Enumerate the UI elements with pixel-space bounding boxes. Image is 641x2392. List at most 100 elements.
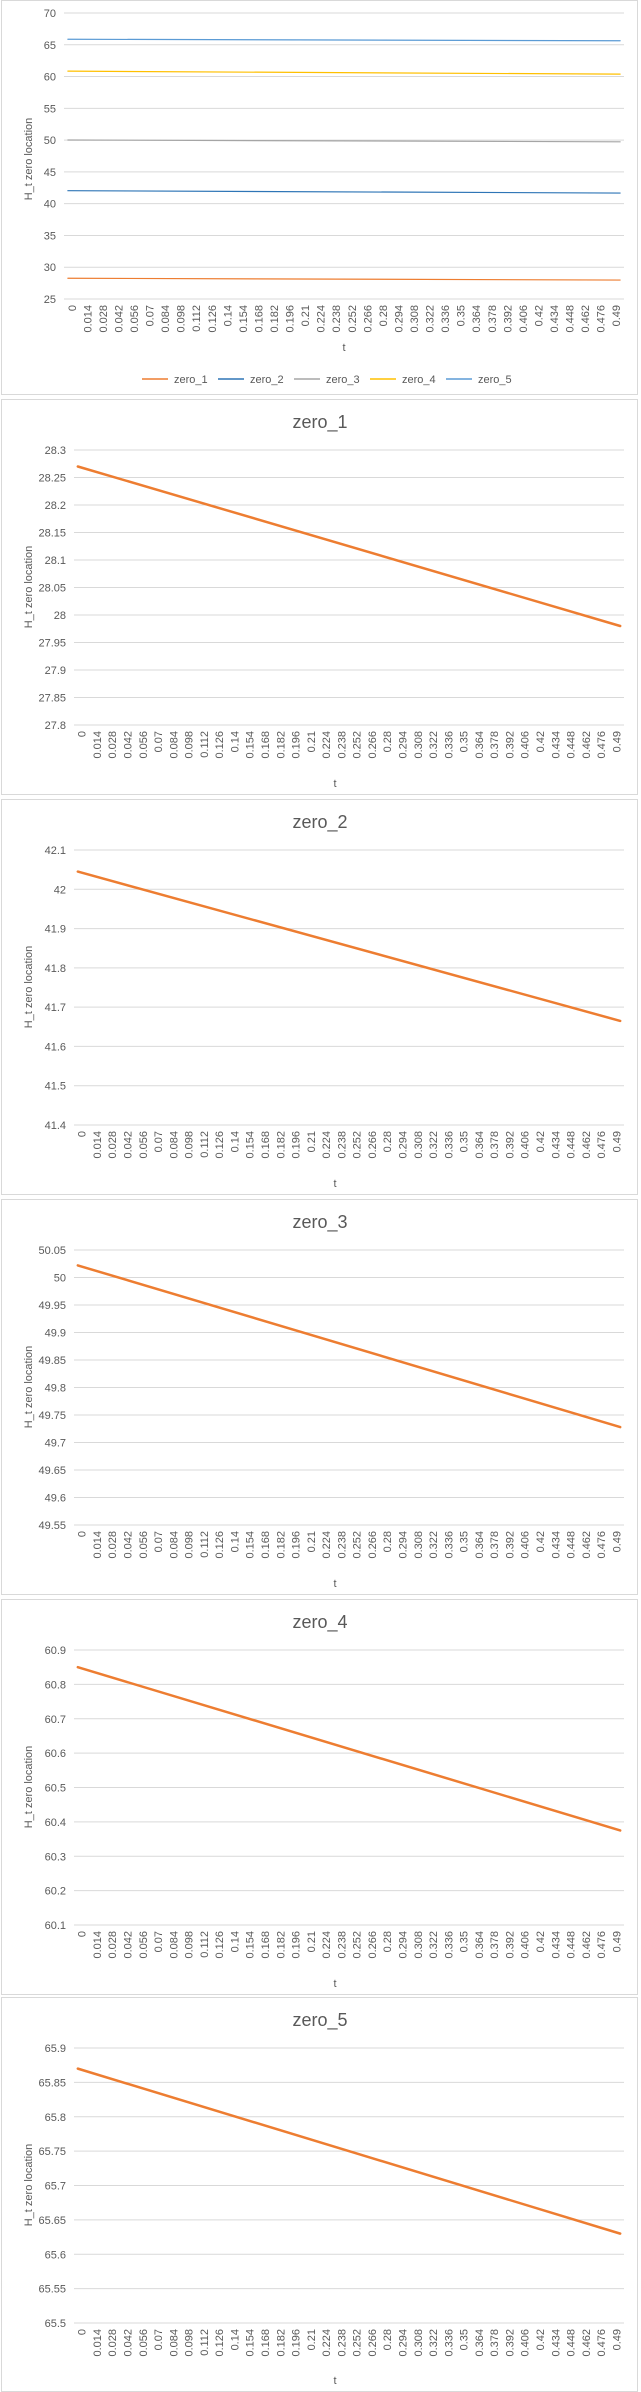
x-tick-label: 0.196 <box>291 1931 303 1959</box>
x-tick-label: 0.056 <box>138 2329 150 2357</box>
x-tick-label: 0.112 <box>199 1131 211 1158</box>
x-tick-label: 0.042 <box>122 2329 134 2357</box>
x-tick-label: 0.168 <box>253 305 265 333</box>
x-tick-label: 0.224 <box>321 1131 333 1159</box>
x-tick-label: 0.378 <box>489 731 501 759</box>
y-tick-label: 50 <box>44 135 56 147</box>
y-tick-label: 28.05 <box>38 583 66 595</box>
y-tick-label: 65.65 <box>38 2215 66 2227</box>
x-tick-label: 0.336 <box>443 731 455 759</box>
x-axis-title: t <box>342 342 345 354</box>
y-tick-label: 60.3 <box>45 1851 66 1863</box>
x-tick-label: 0.126 <box>214 1131 226 1159</box>
x-tick-label: 0.336 <box>443 1931 455 1959</box>
x-tick-label: 0.126 <box>214 1931 226 1959</box>
y-tick-label: 27.8 <box>45 720 66 732</box>
x-tick-label: 0.224 <box>321 1931 333 1959</box>
x-tick-label: 0.42 <box>535 1531 547 1552</box>
x-tick-label: 0.252 <box>352 731 364 759</box>
x-tick-label: 0.378 <box>487 305 499 333</box>
x-tick-label: 0.448 <box>566 731 578 759</box>
x-tick-label: 0.252 <box>352 2329 364 2357</box>
x-tick-label: 0.042 <box>122 1531 134 1559</box>
x-tick-label: 0.224 <box>321 731 333 759</box>
x-tick-label: 0.168 <box>260 1531 272 1559</box>
x-tick-label: 0.21 <box>306 2329 318 2350</box>
x-tick-label: 0.196 <box>291 731 303 759</box>
chart-panel-zero-3: zero_3 H_t zero location t 49.55 49.6 49.6… <box>1 1199 638 1595</box>
y-tick-label: 60.5 <box>45 1783 66 1795</box>
x-tick-label: 0.238 <box>331 305 343 333</box>
chart-panel-overview: H_t zero location 25 30 35 40 45 50 55 60 65 70 0 0… <box>1 0 638 395</box>
y-axis-title: H_t zero location <box>23 2144 35 2227</box>
y-tick-label: 60 <box>44 72 56 84</box>
x-tick-label: 0.42 <box>535 2329 547 2350</box>
x-tick-label: 0.112 <box>199 1931 211 1958</box>
x-tick-label: 0.476 <box>596 731 608 759</box>
x-tick-label: 0.294 <box>397 1131 409 1159</box>
y-axis-title: H_t zero location <box>23 946 35 1029</box>
x-tick-label: 0.182 <box>269 305 281 333</box>
x-tick-label: 0.098 <box>184 2329 196 2357</box>
y-tick-label: 28.1 <box>45 555 66 567</box>
x-tick-label: 0.49 <box>611 1131 623 1152</box>
x-tick-label: 0.07 <box>153 1931 165 1952</box>
x-tick-label: 0.406 <box>518 305 530 333</box>
x-tick-label: 0.252 <box>347 305 359 333</box>
legend-label: zero_5 <box>478 374 512 386</box>
x-tick-label: 0.168 <box>260 731 272 759</box>
x-tick-label: 0.112 <box>199 1531 211 1558</box>
x-tick-label: 0.07 <box>153 731 165 752</box>
y-tick-label: 42.1 <box>45 845 66 857</box>
x-tick-label: 0.49 <box>611 305 623 326</box>
x-tick-label: 0 <box>77 731 89 737</box>
chart-title: zero_4 <box>292 1612 347 1633</box>
x-tick-label: 0.028 <box>107 1931 119 1959</box>
x-tick-label: 0.014 <box>92 731 104 759</box>
x-tick-label: 0.084 <box>160 305 172 333</box>
x-tick-label: 0.35 <box>459 731 471 752</box>
x-tick-label: 0.154 <box>245 1931 257 1959</box>
x-tick-label: 0.476 <box>596 2329 608 2357</box>
x-tick-label: 0.308 <box>413 731 425 759</box>
x-tick-label: 0.434 <box>550 1931 562 1959</box>
x-tick-label: 0.42 <box>535 731 547 752</box>
x-tick-label: 0.14 <box>222 305 234 326</box>
y-tick-label: 65.7 <box>45 2181 66 2193</box>
x-tick-label: 0.028 <box>107 1131 119 1159</box>
series-line-zero_3 <box>76 1264 622 1429</box>
y-tick-label: 49.9 <box>45 1328 66 1340</box>
chart-svg-zero-4: zero_4 H_t zero location t 60.1 60.2 60.3 6… <box>23 1612 624 1990</box>
y-tick-label: 27.85 <box>38 693 66 705</box>
x-tick-label: 0.266 <box>367 731 379 759</box>
x-tick-label: 0.322 <box>428 1131 440 1159</box>
x-tick-label: 0.322 <box>428 1931 440 1959</box>
y-tick-label: 35 <box>44 230 56 242</box>
legend-label: zero_2 <box>250 374 284 386</box>
y-tick-label: 27.9 <box>45 665 66 677</box>
x-tick-label: 0.42 <box>535 1131 547 1152</box>
x-tick-label: 0.098 <box>184 731 196 759</box>
y-tick-label: 60.8 <box>45 1679 66 1691</box>
x-tick-label: 0.476 <box>596 1531 608 1559</box>
x-tick-label: 0.308 <box>413 2329 425 2357</box>
x-tick-label: 0.364 <box>474 1931 486 1959</box>
chart-panel-zero-5: zero_5 H_t zero location t 65.5 65.55 65.6… <box>1 1997 638 2392</box>
x-tick-label: 0.028 <box>107 1531 119 1559</box>
x-tick-label: 0.476 <box>596 1131 608 1159</box>
x-tick-label: 0.07 <box>153 2329 165 2350</box>
x-tick-label: 0.14 <box>229 731 241 752</box>
y-tick-label: 60.1 <box>45 1920 66 1932</box>
series-line-zero_3 <box>67 139 621 143</box>
x-tick-label: 0.462 <box>580 305 592 333</box>
x-tick-label: 0.238 <box>336 1931 348 1959</box>
x-tick-label: 0.378 <box>489 1931 501 1959</box>
x-tick-label: 0.308 <box>413 1531 425 1559</box>
chart-panel-zero-2: zero_2 H_t zero location t 41.4 41.5 41.6 4… <box>1 799 638 1195</box>
x-tick-label: 0.378 <box>489 1531 501 1559</box>
x-tick-label: 0.084 <box>168 731 180 759</box>
x-tick-label: 0.49 <box>611 1531 623 1552</box>
x-tick-label: 0.126 <box>214 731 226 759</box>
x-tick-label: 0.462 <box>581 1131 593 1159</box>
x-axis-title: t <box>333 1178 336 1190</box>
